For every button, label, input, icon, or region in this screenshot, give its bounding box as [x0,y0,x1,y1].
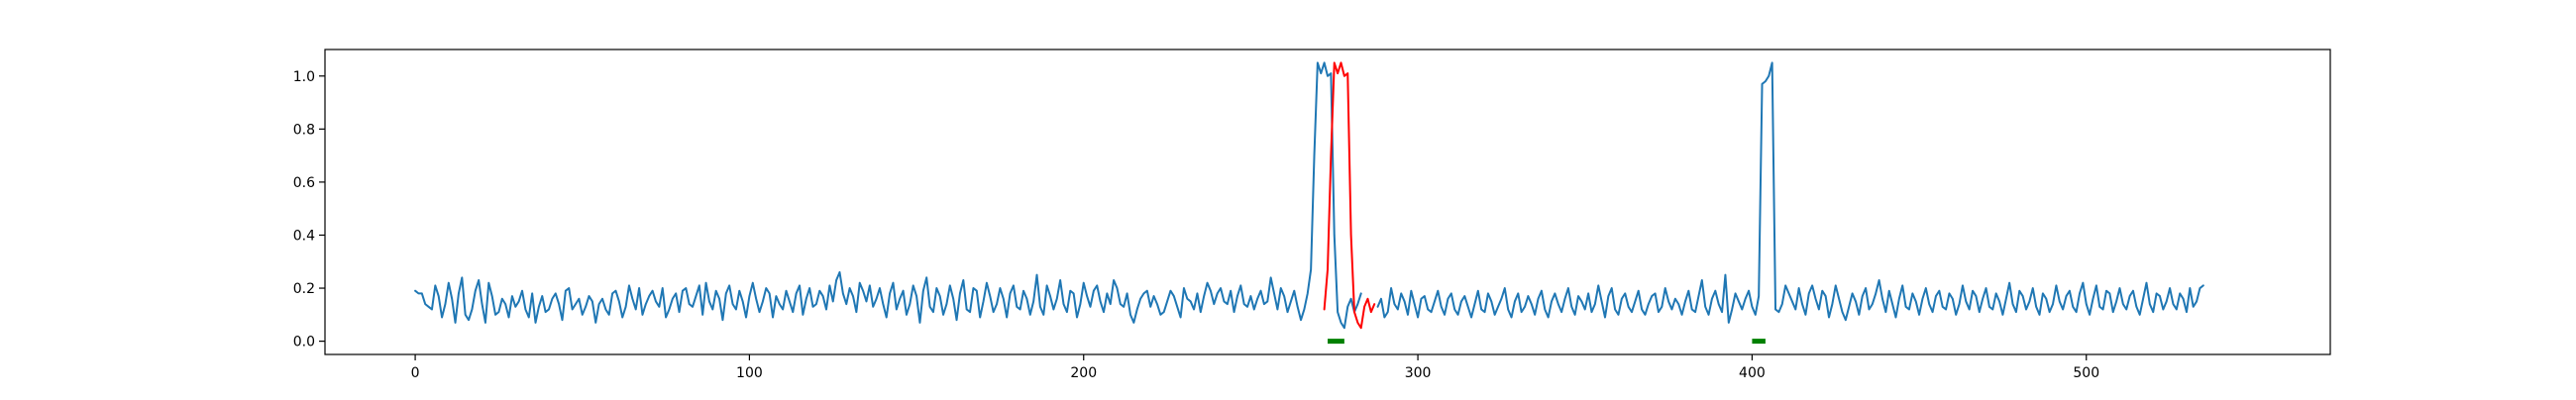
x-tick-label-1: 100 [736,365,763,381]
y-tick-label-2: 0.4 [293,228,315,244]
y-tick-label-4: 0.8 [293,122,315,138]
x-tick-label-4: 400 [1739,365,1766,381]
plot-frame [324,49,2331,355]
x-tick-label-3: 300 [1405,365,1432,381]
y-tick-label-5: 1.0 [293,69,315,85]
y-tick-label-3: 0.6 [293,175,315,191]
series-line-0 [414,61,1362,330]
x-tick-label-2: 200 [1070,365,1097,381]
x-tick-label-5: 500 [2073,365,2099,381]
series-line-2 [1376,61,2204,324]
y-tick-label-1: 0.2 [293,281,315,297]
axes: 0 100 200 300 400 500 0.0 0.2 0.4 0.6 0.8 1.0 [293,49,2331,381]
series-line-1 [1323,61,1376,330]
y-tick-label-0: 0.0 [293,335,315,350]
plot-area [414,61,2204,345]
x-tick-label-0: 0 [411,365,420,381]
